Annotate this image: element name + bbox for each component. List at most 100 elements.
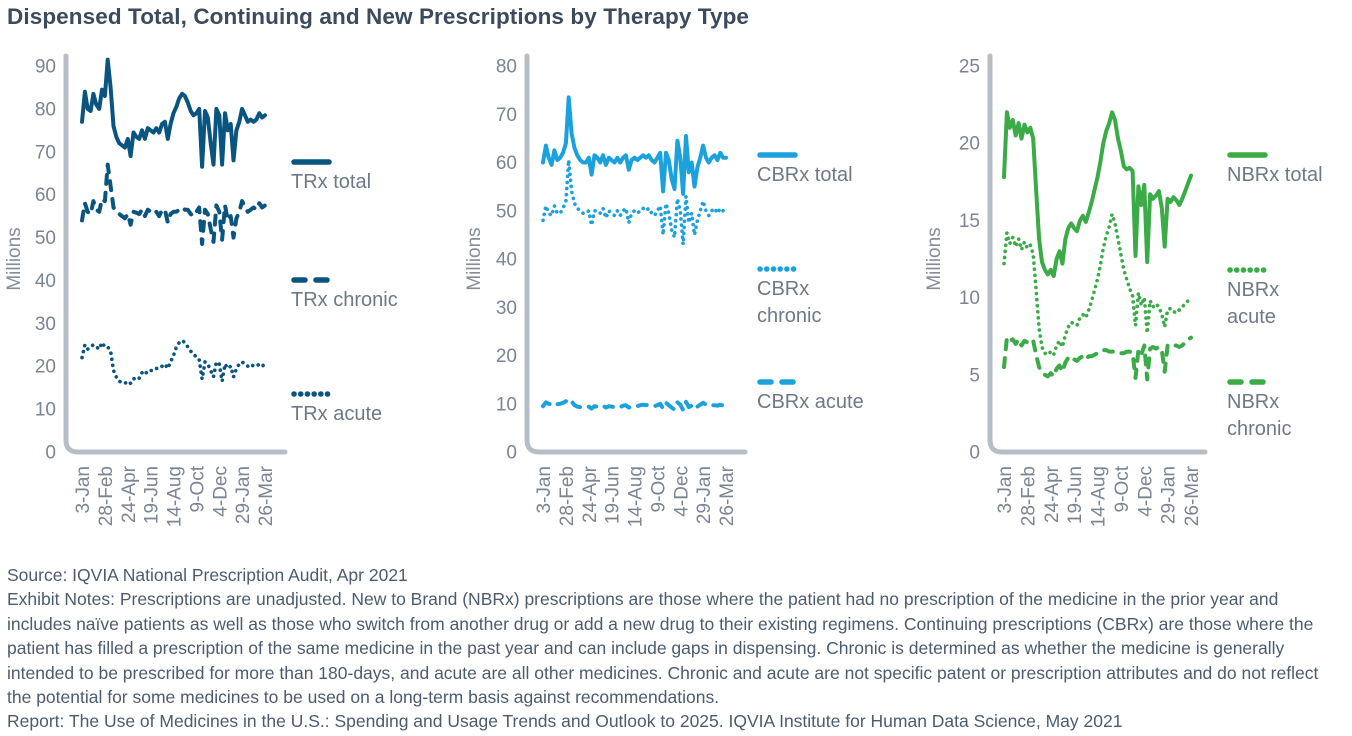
series-line-nbrx-chronic [1002,335,1193,382]
y-tick-label: 80 [496,57,517,78]
y-tick-label: 30 [496,298,517,319]
legend-label-line: chronic [757,305,822,327]
dashed-line-swatch-icon [1227,379,1268,385]
y-tick-label: 10 [35,400,56,421]
x-tick-label: 26-Mar [256,465,277,526]
solid-line-swatch-icon [291,159,332,165]
footer-notes: Source: IQVIA National Prescription Audi… [7,563,1347,734]
y-tick-label: 40 [496,250,517,271]
source-line: Source: IQVIA National Prescription Audi… [7,565,408,585]
x-tick-label: 9-Oct [648,465,669,512]
legend-label-line: TRx chronic [291,289,398,311]
x-tick-label: 14-Aug [165,466,186,527]
axis-line [524,53,748,455]
x-tick-label: 19-Jun [1065,466,1086,524]
x-tick-label: 28-Feb [1018,466,1039,526]
x-tick-label: 29-Jan [694,466,715,524]
legend-label-line: chronic [1227,418,1292,440]
y-tick-label: 0 [45,443,56,464]
y-axis-label: Millions [464,227,485,290]
x-tick-label: 29-Jan [233,466,254,524]
series-line-cbrx-chronic [541,158,728,247]
y-tick-label: 50 [496,201,517,222]
series-line-nbrx-acute [1002,212,1193,357]
y-tick-label: 20 [35,357,56,378]
y-tick-label: 70 [496,105,517,126]
y-tick-label: 90 [35,57,56,78]
dotted-line-swatch-icon [757,266,798,272]
legend-item-cbrx-chronic: CBRx chronic [757,265,821,330]
dotted-line-swatch-icon [291,391,332,397]
y-tick-label: 10 [496,394,517,415]
legend-label: TRx chronic [291,287,398,314]
x-tick-label: 28-Feb [96,466,117,526]
cbrx-chart-plot: Millions 0 10 20 30 40 50 60 70 80 3-Jan 28-Feb 24-A… [464,53,748,527]
series-line-cbrx-total [541,95,728,196]
legend-label: NBRx chronic [1227,389,1291,443]
x-tick-label: 28-Feb [557,466,578,526]
report-line: Report: The Use of Medicines in the U.S.… [7,711,1123,732]
x-tick-label: 9-Oct [187,465,208,512]
y-tick-label: 15 [959,211,980,232]
series-line-trx-total [80,57,267,169]
x-tick-label: 24-Apr [119,465,140,523]
y-tick-label: 80 [35,99,56,120]
legend-item-trx-total: TRx total [291,158,371,196]
axis-line [987,53,1208,455]
legend-label-line: TRx acute [291,403,383,425]
legend-item-nbrx-total: NBRx total [1227,151,1323,189]
y-tick-label: 20 [959,134,980,155]
y-tick-label: 60 [35,185,56,206]
legend-label: NBRx acute [1227,277,1279,331]
series-line-trx-acute [80,338,267,386]
x-tick-label: 19-Jun [603,466,624,524]
y-tick-label: 60 [496,153,517,174]
x-tick-label: 4-Dec [210,466,231,517]
legend-item-cbrx-acute: CBRx acute [757,378,864,416]
y-tick-label: 70 [35,142,56,163]
legend-label: CBRx acute [757,389,864,416]
series-line-trx-chronic [80,162,267,246]
cbrx-legend: CBRx total CBRx chronic CBRx acute [757,40,929,552]
solid-line-swatch-icon [757,152,798,158]
legend-label: TRx total [291,169,371,196]
legend-label-line: CBRx acute [757,391,864,413]
dotted-line-swatch-icon [1227,267,1268,273]
y-tick-label: 5 [969,365,980,386]
x-tick-label: 4-Dec [1135,466,1156,517]
y-tick-label: 30 [35,314,56,335]
x-tick-label: 26-Mar [717,465,738,526]
legend-label-line: TRx total [291,171,372,193]
legend-label-line: CBRx [757,278,810,300]
y-tick-label: 0 [969,443,980,464]
nbrx-chart-plot: Millions 0 5 10 15 20 25 3-Jan 28-Feb 24-Apr 19-Ju… [924,53,1208,527]
y-tick-label: 25 [959,57,980,78]
legend-item-nbrx-acute: NBRx acute [1227,266,1279,331]
legend-item-nbrx-chronic: NBRx chronic [1227,378,1291,443]
dashed-line-swatch-icon [291,277,332,283]
legend-label-line: CBRx total [757,164,853,186]
x-tick-label: 3-Jan [995,466,1016,514]
y-axis-label: Millions [924,227,945,290]
legend-label-line: NBRx [1227,391,1280,413]
y-tick-label: 0 [506,443,517,464]
x-tick-label: 14-Aug [626,466,647,527]
y-tick-label: 20 [496,346,517,367]
series-line-cbrx-acute [541,396,728,412]
y-tick-label: 50 [35,228,56,249]
legend-label-line: NBRx total [1227,164,1323,186]
x-tick-label: 3-Jan [534,466,555,514]
legend-label: NBRx total [1227,162,1323,189]
x-tick-label: 29-Jan [1159,466,1180,524]
legend-label-line: NBRx [1227,279,1280,301]
x-tick-label: 24-Apr [1042,465,1063,523]
y-axis-label: Millions [4,227,25,290]
trx-chart-plot: Millions 0 10 20 30 40 50 60 70 80 90 3-Jan 28-Feb 24… [4,53,288,527]
y-tick-label: 40 [35,271,56,292]
legend-item-cbrx-total: CBRx total [757,151,853,189]
x-tick-label: 19-Jun [142,466,163,524]
x-tick-label: 3-Jan [73,466,94,514]
axis-line [63,53,288,455]
page-title: Dispensed Total, Continuing and New Pres… [7,4,750,29]
legend-item-trx-acute: TRx acute [291,390,382,428]
